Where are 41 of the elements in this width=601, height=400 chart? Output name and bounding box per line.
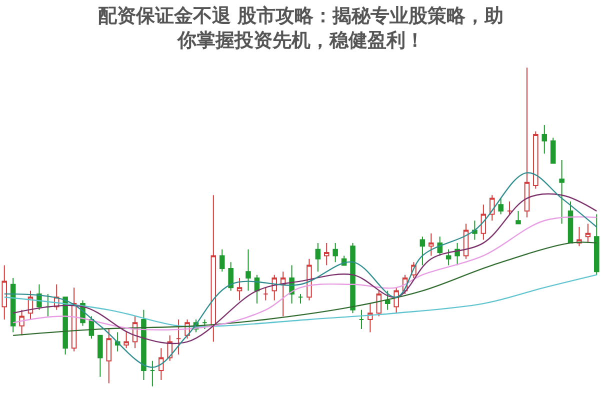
candlestick [236,278,242,301]
candlestick [332,242,338,263]
candlestick [594,214,600,276]
candlestick [568,200,574,244]
candlestick [263,287,268,301]
candlestick [550,137,556,164]
candlestick [542,124,548,154]
candlestick [384,290,390,310]
candlestick [141,309,146,381]
candlestick [124,332,129,349]
candlestick [158,348,164,381]
candlestick [98,334,103,378]
candlestick [10,278,16,333]
candlestick [472,220,478,240]
candlestick [106,328,112,384]
candlestick [202,318,208,330]
candlestick [480,204,486,240]
candlestick [559,160,564,224]
candlestick [358,309,364,330]
candlestick [498,198,504,215]
candlestick [428,232,434,256]
candlestick [210,194,216,342]
candlestick [176,318,182,356]
candlestick [585,223,591,244]
candlestick [350,242,356,314]
candlestick [219,248,225,272]
candlestick [228,262,234,292]
candlestick [150,360,156,387]
candlestick [516,210,521,224]
candlestick [315,242,321,272]
candlestick [246,248,251,292]
chart-title: 配资保证金不退 股市攻略：揭秘专业股策略，助你掌握投资先机，稳健盈利！ [98,5,504,52]
candlestick [19,309,24,336]
candlestick [446,248,452,266]
candlestick [280,271,286,317]
candlestick [420,236,426,266]
candlestick [506,200,512,215]
candlestick [533,130,538,190]
candlestick [298,293,304,304]
candlestick [324,242,330,266]
candlestick [524,67,530,218]
